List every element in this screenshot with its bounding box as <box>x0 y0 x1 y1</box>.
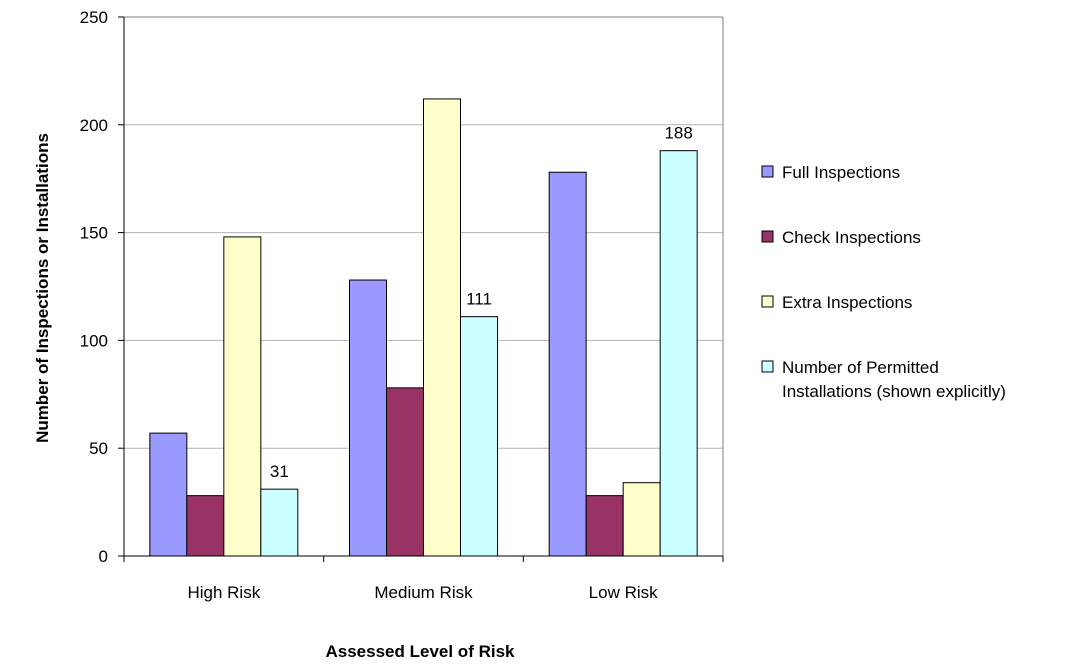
data-label: 31 <box>270 462 289 481</box>
bar <box>349 279 387 557</box>
bar <box>386 387 424 557</box>
legend-label-line: Check Inspections <box>782 228 921 247</box>
bar <box>659 150 698 557</box>
y-tick-label: 150 <box>80 224 108 243</box>
y-axis-title: Number of Inspections or Installations <box>33 133 52 443</box>
legend-label: Number of Permitted Installations (shown … <box>782 358 1006 401</box>
x-tick-label: Low Risk <box>589 583 658 602</box>
legend-label-line: Installations (shown explicitly) <box>782 382 1006 401</box>
x-tick-label: High Risk <box>187 583 260 602</box>
axes <box>118 16 724 562</box>
legend-swatch <box>761 360 774 373</box>
x-tick-label: Medium Risk <box>374 583 473 602</box>
y-tick-label: 200 <box>80 116 108 135</box>
bar <box>423 98 461 557</box>
bar <box>186 495 225 557</box>
y-tick-label: 250 <box>80 8 108 27</box>
legend-label-line: Number of Permitted <box>782 358 939 377</box>
bars <box>149 98 698 557</box>
labels: 0 50 100 150 200 250 High Risk 31 Medium Risk 111… <box>80 8 693 602</box>
legend-label: Full Inspections <box>782 163 900 182</box>
data-label: 111 <box>466 290 492 309</box>
x-axis-title: Assessed Level of Risk <box>326 642 516 661</box>
legend-label-line: Full Inspections <box>782 163 900 182</box>
legend-label-line: Extra Inspections <box>782 293 912 312</box>
legend-swatch <box>761 230 774 243</box>
bar <box>460 316 498 557</box>
y-tick-label: 100 <box>80 331 108 350</box>
legend: Full Inspections Check Inspections Extra I… <box>761 163 1006 401</box>
legend-swatch <box>761 295 774 308</box>
bar <box>548 171 587 557</box>
bar <box>585 495 624 557</box>
legend-swatch <box>761 165 774 178</box>
bar <box>260 488 299 557</box>
y-tick-label: 0 <box>99 547 108 566</box>
data-label: 188 <box>664 124 692 143</box>
bar <box>149 432 188 557</box>
legend-label: Extra Inspections <box>782 293 912 312</box>
bar <box>622 482 661 557</box>
bar <box>223 236 262 557</box>
y-tick-label: 50 <box>89 439 108 458</box>
legend-label: Check Inspections <box>782 228 921 247</box>
